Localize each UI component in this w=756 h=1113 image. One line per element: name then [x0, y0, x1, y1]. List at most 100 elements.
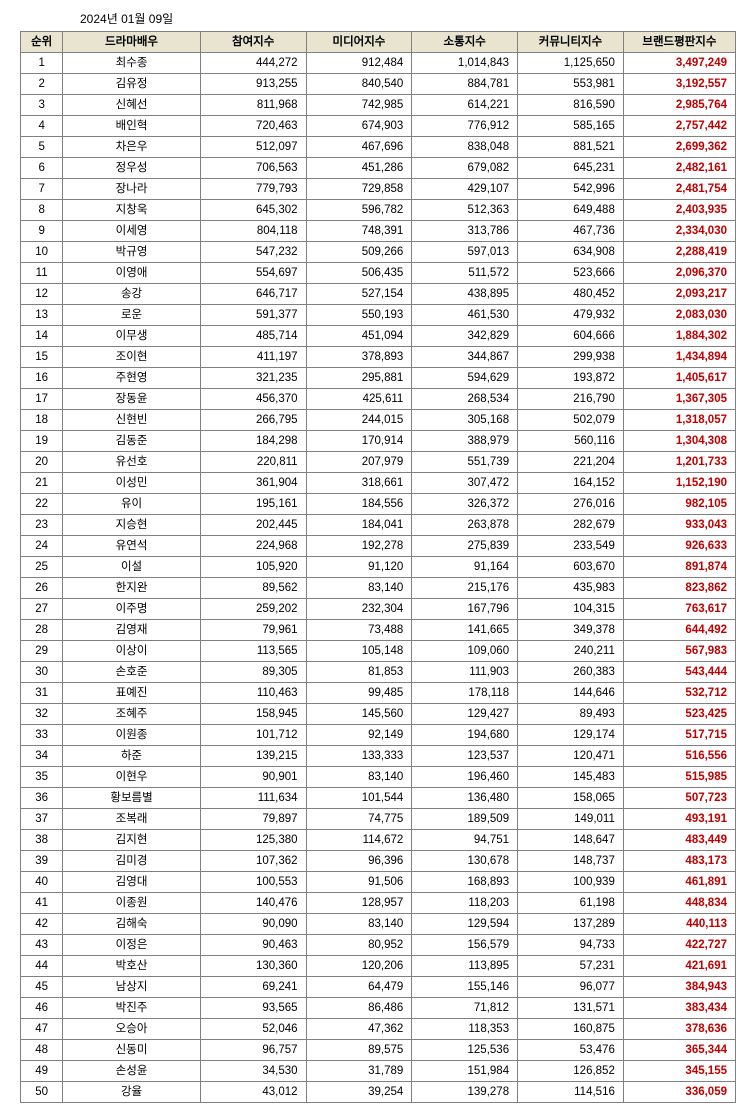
- cell-participation: 444,272: [200, 53, 306, 74]
- cell-brand-reputation: 345,155: [623, 1061, 735, 1082]
- cell-name: 남상지: [63, 977, 201, 998]
- cell-community: 148,647: [518, 830, 624, 851]
- cell-media: 467,696: [306, 137, 412, 158]
- cell-communication: 215,176: [412, 578, 518, 599]
- cell-participation: 361,904: [200, 473, 306, 494]
- cell-brand-reputation: 982,105: [623, 494, 735, 515]
- table-row: 3신혜선811,968742,985614,221816,5902,985,76…: [21, 95, 736, 116]
- cell-name: 송강: [63, 284, 201, 305]
- cell-brand-reputation: 421,691: [623, 956, 735, 977]
- cell-name: 오승아: [63, 1019, 201, 1040]
- cell-community: 114,516: [518, 1082, 624, 1103]
- cell-rank: 5: [21, 137, 63, 158]
- cell-rank: 32: [21, 704, 63, 725]
- cell-participation: 224,968: [200, 536, 306, 557]
- cell-name: 신현빈: [63, 410, 201, 431]
- cell-communication: 141,665: [412, 620, 518, 641]
- table-row: 39김미경107,36296,396130,678148,737483,173: [21, 851, 736, 872]
- table-row: 8지창욱645,302596,782512,363649,4882,403,93…: [21, 200, 736, 221]
- cell-rank: 11: [21, 263, 63, 284]
- cell-participation: 411,197: [200, 347, 306, 368]
- cell-name: 황보름별: [63, 788, 201, 809]
- table-row: 34하준139,215133,333123,537120,471516,556: [21, 746, 736, 767]
- cell-name: 이상이: [63, 641, 201, 662]
- cell-media: 89,575: [306, 1040, 412, 1061]
- cell-community: 240,211: [518, 641, 624, 662]
- cell-name: 김유정: [63, 74, 201, 95]
- cell-participation: 34,530: [200, 1061, 306, 1082]
- cell-name: 하준: [63, 746, 201, 767]
- cell-name: 김영재: [63, 620, 201, 641]
- cell-participation: 485,714: [200, 326, 306, 347]
- cell-communication: 307,472: [412, 473, 518, 494]
- cell-communication: 305,168: [412, 410, 518, 431]
- cell-rank: 15: [21, 347, 63, 368]
- cell-communication: 838,048: [412, 137, 518, 158]
- cell-brand-reputation: 1,884,302: [623, 326, 735, 347]
- cell-name: 주현영: [63, 368, 201, 389]
- cell-name: 이정은: [63, 935, 201, 956]
- cell-rank: 27: [21, 599, 63, 620]
- cell-media: 128,957: [306, 893, 412, 914]
- cell-community: 129,174: [518, 725, 624, 746]
- cell-name: 이세영: [63, 221, 201, 242]
- cell-media: 596,782: [306, 200, 412, 221]
- cell-participation: 547,232: [200, 242, 306, 263]
- cell-rank: 20: [21, 452, 63, 473]
- cell-community: 435,983: [518, 578, 624, 599]
- cell-media: 451,094: [306, 326, 412, 347]
- table-row: 49손성윤34,53031,789151,984126,852345,155: [21, 1061, 736, 1082]
- table-row: 35이현우90,90183,140196,460145,483515,985: [21, 767, 736, 788]
- cell-participation: 90,901: [200, 767, 306, 788]
- cell-rank: 37: [21, 809, 63, 830]
- cell-communication: 156,579: [412, 935, 518, 956]
- cell-name: 조혜주: [63, 704, 201, 725]
- cell-brand-reputation: 440,113: [623, 914, 735, 935]
- cell-media: 318,661: [306, 473, 412, 494]
- cell-communication: 614,221: [412, 95, 518, 116]
- cell-participation: 89,562: [200, 578, 306, 599]
- cell-participation: 96,757: [200, 1040, 306, 1061]
- cell-media: 192,278: [306, 536, 412, 557]
- cell-media: 74,775: [306, 809, 412, 830]
- cell-community: 164,152: [518, 473, 624, 494]
- cell-name: 이현우: [63, 767, 201, 788]
- cell-community: 148,737: [518, 851, 624, 872]
- cell-name: 최수종: [63, 53, 201, 74]
- cell-community: 160,875: [518, 1019, 624, 1040]
- cell-brand-reputation: 644,492: [623, 620, 735, 641]
- cell-rank: 6: [21, 158, 63, 179]
- cell-media: 232,304: [306, 599, 412, 620]
- header-community: 커뮤니티지수: [518, 32, 624, 53]
- cell-communication: 884,781: [412, 74, 518, 95]
- cell-name: 로운: [63, 305, 201, 326]
- cell-name: 차은우: [63, 137, 201, 158]
- cell-participation: 456,370: [200, 389, 306, 410]
- cell-brand-reputation: 461,891: [623, 872, 735, 893]
- cell-media: 506,435: [306, 263, 412, 284]
- cell-name: 김영대: [63, 872, 201, 893]
- header-communication: 소통지수: [412, 32, 518, 53]
- cell-brand-reputation: 3,497,249: [623, 53, 735, 74]
- cell-participation: 646,717: [200, 284, 306, 305]
- table-row: 43이정은90,46380,952156,57994,733422,727: [21, 935, 736, 956]
- cell-communication: 461,530: [412, 305, 518, 326]
- cell-media: 742,985: [306, 95, 412, 116]
- cell-name: 손호준: [63, 662, 201, 683]
- cell-rank: 26: [21, 578, 63, 599]
- table-row: 42김해숙90,09083,140129,594137,289440,113: [21, 914, 736, 935]
- table-row: 47오승아52,04647,362118,353160,875378,636: [21, 1019, 736, 1040]
- table-row: 33이원종101,71292,149194,680129,174517,715: [21, 725, 736, 746]
- cell-rank: 31: [21, 683, 63, 704]
- cell-brand-reputation: 2,093,217: [623, 284, 735, 305]
- cell-name: 표예진: [63, 683, 201, 704]
- cell-rank: 30: [21, 662, 63, 683]
- cell-participation: 259,202: [200, 599, 306, 620]
- table-row: 9이세영804,118748,391313,786467,7362,334,03…: [21, 221, 736, 242]
- cell-participation: 706,563: [200, 158, 306, 179]
- cell-community: 53,476: [518, 1040, 624, 1061]
- cell-communication: 342,829: [412, 326, 518, 347]
- cell-community: 634,908: [518, 242, 624, 263]
- cell-media: 184,041: [306, 515, 412, 536]
- cell-community: 553,981: [518, 74, 624, 95]
